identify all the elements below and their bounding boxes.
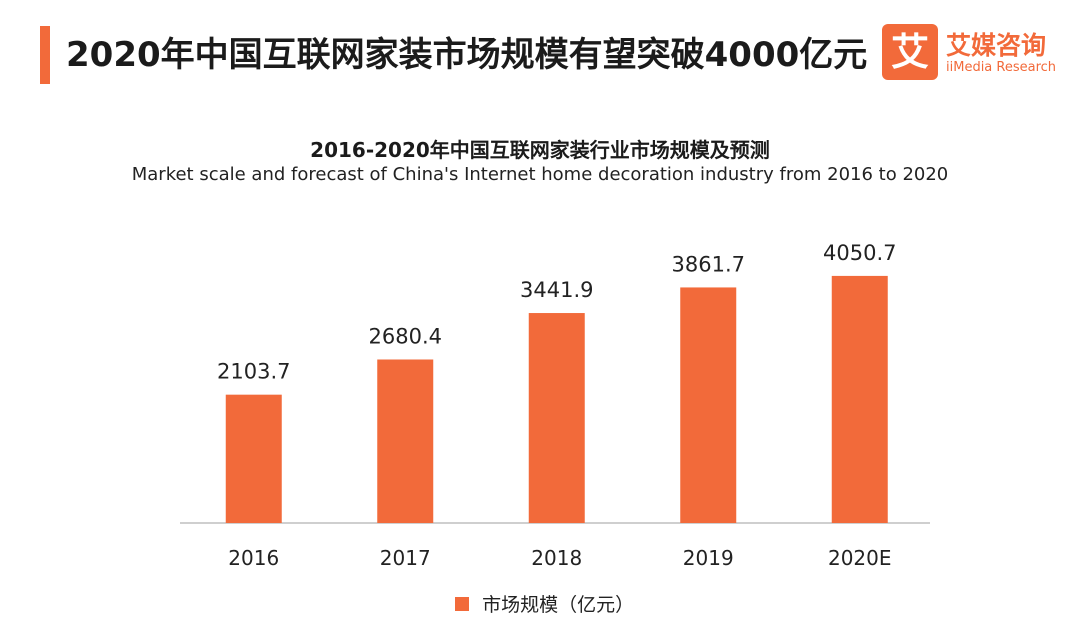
bar-2020E — [831, 275, 888, 523]
bar-2016 — [225, 394, 282, 523]
x-tick-label-2018: 2018 — [531, 546, 582, 570]
chart-title: 2016-2020年中国互联网家装行业市场规模及预测 — [310, 138, 770, 162]
logo-mark-icon: 艾 — [882, 24, 938, 80]
title-accent-bar — [40, 26, 50, 84]
x-tick-label-2017: 2017 — [380, 546, 431, 570]
data-label-2018: 3441.9 — [520, 278, 593, 302]
bar-2017 — [377, 359, 434, 523]
brand-logo: 艾 艾媒咨询 iiMedia Research — [882, 24, 1058, 84]
logo-name-cn: 艾媒咨询 — [946, 31, 1047, 60]
legend-label: 市场规模（亿元） — [482, 594, 635, 616]
bar-2019 — [680, 287, 737, 523]
logo-name-en: iiMedia Research — [946, 60, 1057, 75]
legend-swatch — [455, 596, 469, 611]
x-tick-label-2020E: 2020E — [828, 546, 892, 570]
x-tick-label-2019: 2019 — [683, 546, 734, 570]
data-label-2020E: 4050.7 — [823, 241, 896, 265]
chart-subtitle: Market scale and forecast of China's Int… — [131, 164, 949, 185]
data-label-2016: 2103.7 — [217, 360, 290, 384]
data-label-2019: 3861.7 — [672, 252, 745, 276]
bar-2018 — [528, 313, 585, 523]
chart-legend: 市场规模（亿元） — [455, 590, 635, 616]
x-tick-label-2016: 2016 — [228, 546, 279, 570]
page-title: 2020年中国互联网家装市场规模有望突破4000亿元 — [66, 35, 868, 75]
data-label-2017: 2680.4 — [369, 324, 442, 348]
